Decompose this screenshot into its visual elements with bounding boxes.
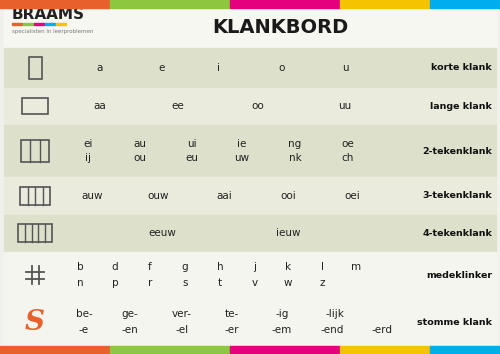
Bar: [340, 0, 430, 8]
Bar: [4, 298, 496, 346]
Text: medeklinker: medeklinker: [426, 271, 492, 280]
Bar: [23, 23, 33, 25]
Text: -el: -el: [176, 325, 188, 335]
Text: ver-: ver-: [172, 309, 192, 319]
Text: specialisten in leerproblemen: specialisten in leerproblemen: [12, 29, 94, 34]
Bar: [20, 187, 50, 205]
Bar: [28, 57, 42, 79]
Text: stomme klank: stomme klank: [417, 318, 492, 326]
Text: ch: ch: [342, 153, 354, 163]
Text: KLANKBORD: KLANKBORD: [212, 18, 348, 37]
Text: -erd: -erd: [372, 325, 392, 335]
Text: p: p: [112, 278, 118, 288]
Text: aai: aai: [216, 191, 232, 201]
Text: oe: oe: [342, 139, 354, 149]
Text: n: n: [76, 278, 84, 288]
Bar: [4, 125, 496, 177]
Text: au: au: [134, 139, 146, 149]
Bar: [0, 0, 110, 8]
Bar: [45, 23, 55, 25]
Bar: [4, 87, 496, 125]
Bar: [22, 98, 48, 114]
Text: ieuw: ieuw: [276, 228, 300, 239]
Text: t: t: [218, 278, 222, 288]
Text: e: e: [159, 63, 165, 73]
Text: m: m: [351, 262, 361, 272]
Text: korte klank: korte klank: [431, 63, 492, 72]
Text: -end: -end: [320, 325, 344, 335]
Bar: [4, 177, 496, 215]
Text: ij: ij: [85, 153, 91, 163]
Text: u: u: [342, 63, 348, 73]
Text: ee: ee: [172, 101, 184, 112]
Bar: [21, 140, 49, 162]
Bar: [110, 0, 230, 8]
Bar: [110, 346, 230, 354]
Text: te-: te-: [225, 309, 239, 319]
Bar: [0, 346, 110, 354]
Bar: [230, 346, 340, 354]
Text: S: S: [25, 309, 45, 336]
Text: eu: eu: [186, 153, 198, 163]
Bar: [12, 23, 22, 25]
Text: i: i: [216, 63, 220, 73]
Text: o: o: [279, 63, 285, 73]
Bar: [34, 23, 44, 25]
Text: z: z: [320, 278, 325, 288]
Text: be-: be-: [76, 309, 92, 319]
Text: d: d: [112, 262, 118, 272]
Text: uu: uu: [338, 101, 351, 112]
Bar: [230, 0, 340, 8]
Text: -lijk: -lijk: [326, 309, 344, 319]
Bar: [56, 23, 66, 25]
Text: ge-: ge-: [122, 309, 138, 319]
Text: 2-tekenklank: 2-tekenklank: [422, 147, 492, 156]
Text: aa: aa: [94, 101, 106, 112]
Text: v: v: [252, 278, 258, 288]
Text: l: l: [320, 262, 324, 272]
Text: ei: ei: [84, 139, 92, 149]
Bar: [4, 8, 496, 48]
Text: f: f: [148, 262, 152, 272]
Text: w: w: [284, 278, 292, 288]
Text: g: g: [182, 262, 188, 272]
Text: oei: oei: [344, 191, 360, 201]
Bar: [4, 215, 496, 252]
Text: 3-tekenklank: 3-tekenklank: [422, 192, 492, 200]
Text: BRAAMS: BRAAMS: [12, 7, 85, 22]
Bar: [4, 252, 496, 298]
Text: -en: -en: [122, 325, 138, 335]
Bar: [18, 224, 52, 242]
Text: -e: -e: [79, 325, 89, 335]
Text: ng: ng: [288, 139, 302, 149]
Bar: [430, 0, 500, 8]
Text: r: r: [148, 278, 152, 288]
Text: ouw: ouw: [147, 191, 169, 201]
Text: h: h: [216, 262, 224, 272]
Text: auw: auw: [81, 191, 103, 201]
Text: b: b: [76, 262, 84, 272]
Text: s: s: [182, 278, 188, 288]
Text: ou: ou: [134, 153, 146, 163]
Text: eeuw: eeuw: [148, 228, 176, 239]
Text: uw: uw: [234, 153, 250, 163]
Text: lange klank: lange klank: [430, 102, 492, 111]
Text: k: k: [285, 262, 291, 272]
Text: 4-tekenklank: 4-tekenklank: [422, 229, 492, 238]
Text: -em: -em: [272, 325, 292, 335]
Bar: [340, 346, 430, 354]
Bar: [4, 48, 496, 87]
Text: -ig: -ig: [276, 309, 288, 319]
Bar: [430, 346, 500, 354]
Text: j: j: [254, 262, 256, 272]
Text: oo: oo: [252, 101, 264, 112]
Text: nk: nk: [288, 153, 302, 163]
Text: ooi: ooi: [280, 191, 296, 201]
Text: ie: ie: [238, 139, 246, 149]
Text: a: a: [97, 63, 103, 73]
Text: ui: ui: [187, 139, 197, 149]
Text: -er: -er: [225, 325, 240, 335]
